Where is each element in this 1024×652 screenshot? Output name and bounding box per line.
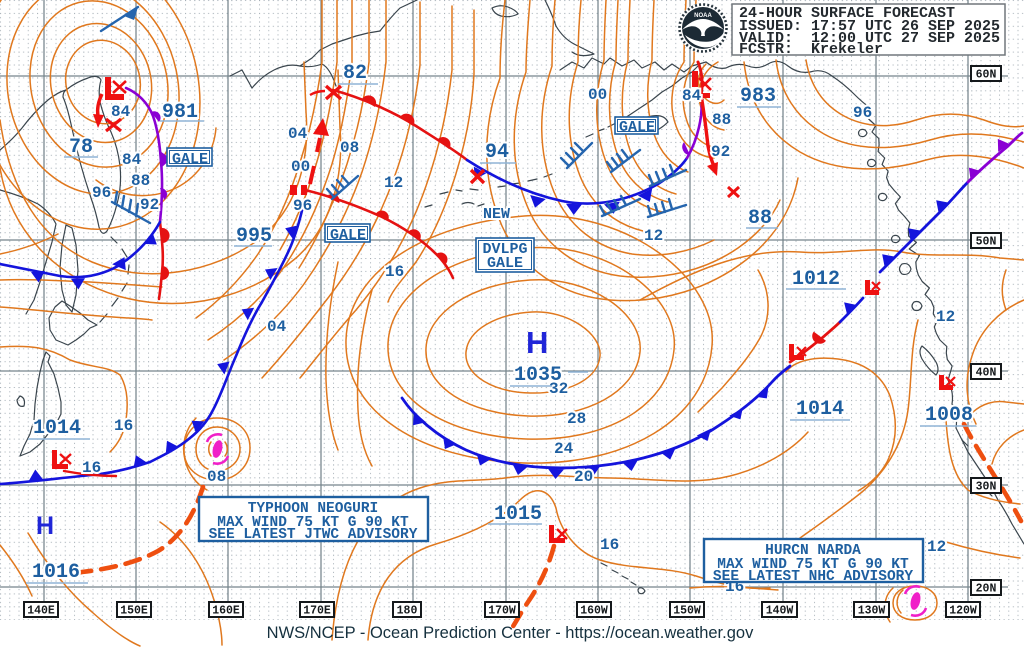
svg-text:88: 88 (131, 172, 150, 190)
svg-text:1015: 1015 (494, 503, 542, 526)
svg-text:1016: 1016 (32, 561, 80, 584)
svg-text:150E: 150E (120, 605, 148, 618)
svg-text:140W: 140W (766, 605, 794, 618)
svg-text:84: 84 (122, 151, 142, 169)
svg-text:04: 04 (288, 125, 308, 143)
svg-text:1035: 1035 (514, 364, 562, 387)
svg-text:16: 16 (82, 459, 101, 477)
svg-text:130W: 130W (858, 605, 886, 618)
svg-text:TYPHOON NEOGURI: TYPHOON NEOGURI (248, 501, 379, 517)
svg-text:170E: 170E (303, 605, 331, 618)
svg-text:94: 94 (485, 141, 509, 164)
svg-text:120W: 120W (949, 605, 977, 618)
svg-text:08: 08 (340, 139, 359, 157)
svg-text:04: 04 (267, 318, 287, 336)
svg-text:00: 00 (588, 86, 607, 104)
svg-text:180: 180 (397, 605, 418, 618)
svg-text:GALE: GALE (172, 151, 208, 168)
svg-text:MAX WIND 75 KT G 90 KT: MAX WIND 75 KT G 90 KT (717, 557, 909, 573)
svg-text:GALE: GALE (619, 119, 655, 136)
svg-text:MAX WIND 75 KT G 90 KT: MAX WIND 75 KT G 90 KT (217, 515, 409, 531)
svg-text:00: 00 (291, 158, 310, 176)
svg-text:1014: 1014 (33, 417, 81, 440)
svg-text:1012: 1012 (792, 268, 840, 291)
svg-text:96: 96 (293, 197, 312, 215)
svg-text:24: 24 (554, 440, 574, 458)
svg-text:NWS/NCEP - Ocean Prediction Ce: NWS/NCEP - Ocean Prediction Center - htt… (267, 624, 754, 642)
svg-text:24-HOUR SURFACE FORECAST: 24-HOUR SURFACE FORECAST (739, 5, 955, 22)
svg-text:GALE: GALE (487, 255, 523, 272)
svg-text:995: 995 (236, 225, 272, 248)
svg-text:32: 32 (549, 380, 568, 398)
svg-text:160W: 160W (580, 605, 608, 618)
svg-text:88: 88 (712, 111, 731, 129)
svg-text:140E: 140E (27, 605, 55, 618)
svg-text:12: 12 (644, 227, 663, 245)
svg-text:30N: 30N (976, 481, 997, 494)
svg-text:HURCN NARDA: HURCN NARDA (765, 543, 861, 559)
svg-text:40N: 40N (976, 367, 997, 380)
svg-text:96: 96 (92, 184, 111, 202)
svg-text:84: 84 (111, 103, 131, 121)
svg-text:170W: 170W (488, 605, 516, 618)
svg-text:08: 08 (207, 468, 226, 486)
svg-text:92: 92 (140, 196, 159, 214)
svg-text:60N: 60N (976, 69, 997, 82)
svg-text:20: 20 (574, 468, 593, 486)
svg-text:NOAA: NOAA (694, 13, 712, 19)
svg-text:84: 84 (682, 87, 702, 105)
svg-text:1014: 1014 (796, 398, 844, 421)
svg-text:12: 12 (927, 538, 946, 556)
svg-text:88: 88 (748, 207, 772, 230)
svg-text:28: 28 (567, 410, 586, 428)
svg-text:983: 983 (740, 85, 776, 108)
svg-text:FCSTR: Krekeler: FCSTR: Krekeler (739, 41, 883, 58)
svg-text:VALID: 12:00 UTC 27 SEP 2025: VALID: 12:00 UTC 27 SEP 2025 (739, 30, 1000, 47)
svg-text:16: 16 (114, 417, 133, 435)
svg-text:20N: 20N (976, 583, 997, 596)
svg-text:ISSUED: 17:57 UTC 26 SEP 2025: ISSUED: 17:57 UTC 26 SEP 2025 (739, 18, 1000, 35)
svg-text:82: 82 (343, 62, 367, 85)
svg-text:12: 12 (936, 308, 955, 326)
svg-text:DVLPG: DVLPG (482, 241, 527, 258)
svg-text:SEE LATEST JTWC ADVISORY: SEE LATEST JTWC ADVISORY (209, 527, 418, 543)
svg-text:1008: 1008 (925, 404, 973, 427)
svg-text:96: 96 (853, 104, 872, 122)
svg-text:150W: 150W (673, 605, 701, 618)
svg-text:16: 16 (385, 263, 404, 281)
svg-text:GALE: GALE (330, 227, 366, 244)
svg-text:NEW: NEW (483, 206, 510, 223)
svg-text:92: 92 (711, 143, 730, 161)
svg-text:SEE LATEST NHC ADVISORY: SEE LATEST NHC ADVISORY (713, 569, 913, 585)
svg-text:H: H (36, 512, 54, 540)
svg-text:H: H (526, 325, 548, 360)
svg-text:50N: 50N (976, 236, 997, 249)
svg-text:160E: 160E (212, 605, 240, 618)
svg-text:78: 78 (69, 136, 93, 159)
svg-text:16: 16 (600, 536, 619, 554)
svg-text:12: 12 (384, 174, 403, 192)
